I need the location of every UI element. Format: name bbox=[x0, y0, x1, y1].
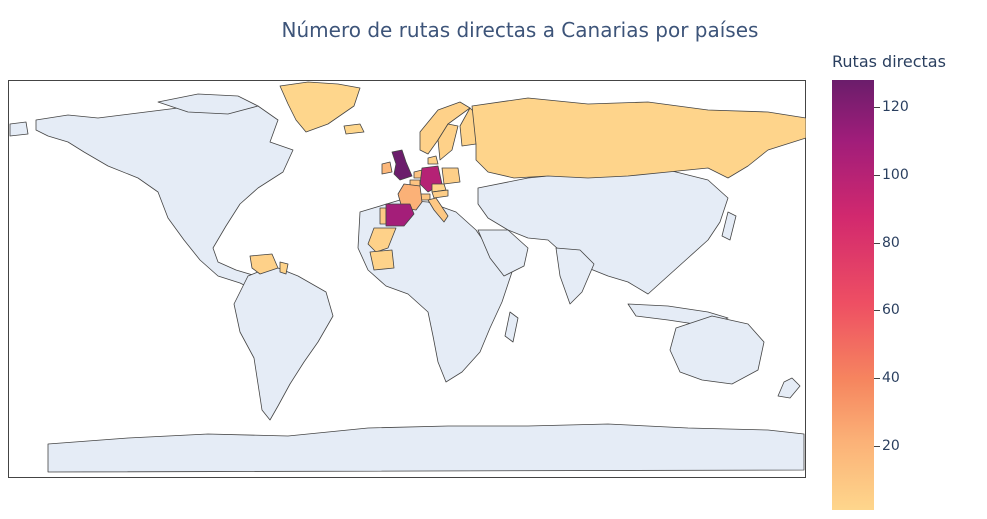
colorbar-title: Rutas directas bbox=[832, 52, 946, 71]
colorbar-tick-mark bbox=[874, 107, 880, 109]
colorbar-tick-label: 20 bbox=[882, 437, 900, 454]
colorbar-tick-mark bbox=[874, 377, 880, 379]
country-gb bbox=[391, 149, 413, 181]
country-ie bbox=[381, 161, 393, 175]
land-australia bbox=[669, 315, 765, 385]
country-es bbox=[385, 203, 415, 227]
country-gy bbox=[279, 261, 289, 275]
colorbar-tick-label: 100 bbox=[882, 166, 909, 183]
colorbar-tick-label: 120 bbox=[882, 99, 909, 116]
land-chukotka-west bbox=[9, 121, 29, 137]
colorbar-tick-label: 40 bbox=[882, 369, 900, 386]
country-ma bbox=[367, 227, 397, 253]
land-south-america bbox=[233, 265, 334, 421]
colorbar-tick-label: 60 bbox=[882, 302, 900, 319]
world-map[interactable] bbox=[8, 80, 806, 478]
land-madagascar bbox=[504, 311, 519, 343]
country-dk bbox=[427, 155, 439, 165]
land-india bbox=[555, 247, 595, 305]
colorbar-tick-mark bbox=[874, 310, 880, 312]
map-title: Número de rutas directas a Canarias por … bbox=[281, 18, 759, 42]
land-antarctica bbox=[47, 423, 805, 473]
land-arabia bbox=[477, 229, 529, 277]
colorbar-tick-label: 80 bbox=[882, 234, 900, 251]
colorbar-tick-mark bbox=[874, 174, 880, 176]
country-is bbox=[343, 123, 365, 135]
country-ve bbox=[249, 253, 279, 275]
country-gl bbox=[279, 81, 361, 133]
colorbar-tick-mark bbox=[874, 445, 880, 447]
base-land bbox=[9, 93, 805, 473]
country-layer bbox=[249, 81, 806, 275]
country-se bbox=[437, 123, 459, 161]
country-pt bbox=[379, 207, 387, 225]
land-africa bbox=[357, 199, 513, 383]
country-ru bbox=[471, 97, 806, 179]
country-it bbox=[427, 197, 449, 223]
land-japan bbox=[721, 211, 737, 241]
country-fr bbox=[397, 183, 423, 211]
colorbar bbox=[832, 80, 874, 510]
country-mr bbox=[369, 249, 395, 271]
land-new-zealand bbox=[777, 377, 801, 399]
country-pl bbox=[441, 167, 461, 185]
country-at bbox=[431, 189, 449, 199]
land-arctic-islands bbox=[157, 93, 259, 115]
colorbar-tick-mark bbox=[874, 242, 880, 244]
